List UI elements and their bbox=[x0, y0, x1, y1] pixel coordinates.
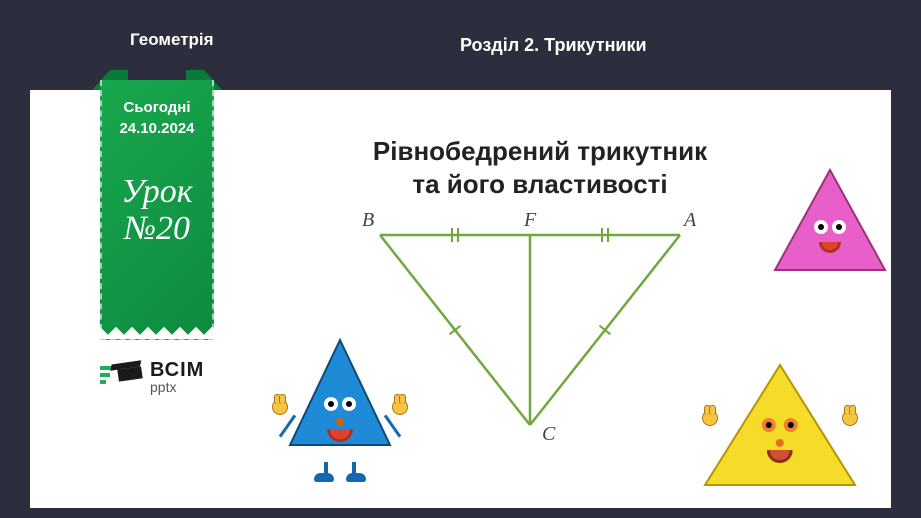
eye-icon bbox=[832, 220, 846, 234]
eye-icon bbox=[762, 418, 776, 432]
eye-icon bbox=[814, 220, 828, 234]
lesson-banner: Сьогодні 24.10.2024 Урок №20 bbox=[100, 80, 214, 340]
lesson-no: №20 bbox=[124, 210, 190, 247]
mouth-icon bbox=[819, 242, 841, 253]
logo-line2: pptx bbox=[150, 380, 204, 394]
foot-icon bbox=[346, 473, 366, 482]
date-label: 24.10.2024 bbox=[108, 120, 206, 137]
logo-text: ВСІМ pptx bbox=[150, 360, 204, 394]
hand-icon bbox=[702, 410, 718, 426]
subject-label: Геометрія bbox=[130, 30, 214, 50]
hand-icon bbox=[842, 410, 858, 426]
hand-icon bbox=[272, 399, 288, 415]
foot-icon bbox=[314, 473, 334, 482]
lesson-word: Урок bbox=[121, 173, 192, 210]
hand-icon bbox=[392, 399, 408, 415]
nose-icon bbox=[336, 418, 344, 426]
face bbox=[322, 397, 358, 442]
nose-icon bbox=[776, 439, 784, 447]
topic-line2: та його властивості bbox=[412, 169, 667, 199]
face bbox=[760, 418, 800, 463]
topic-line1: Рівнобедрений трикутник bbox=[373, 136, 707, 166]
grad-cap-icon bbox=[117, 366, 142, 381]
vertex-label-f: F bbox=[524, 209, 536, 232]
logo-icon bbox=[100, 362, 142, 392]
eye-icon bbox=[342, 397, 356, 411]
face bbox=[812, 220, 848, 253]
logo-line1: ВСІМ bbox=[150, 360, 204, 380]
mouth-icon bbox=[327, 429, 353, 442]
section-label: Розділ 2. Трикутники bbox=[460, 35, 647, 56]
vertex-label-c: C bbox=[542, 423, 555, 446]
brand-logo: ВСІМ pptx bbox=[100, 360, 204, 394]
isosceles-triangle-diagram: B F A C bbox=[360, 215, 700, 455]
eye-icon bbox=[324, 397, 338, 411]
vertex-label-b: B bbox=[362, 209, 374, 232]
blue-triangle-character bbox=[280, 335, 400, 470]
lesson-number: Урок №20 bbox=[108, 173, 206, 248]
yellow-triangle-character bbox=[700, 360, 860, 495]
diagram-svg bbox=[360, 215, 700, 455]
pink-triangle-character bbox=[770, 165, 890, 280]
today-label: Сьогодні bbox=[108, 98, 206, 118]
topic-title: Рівнобедрений трикутник та його властиво… bbox=[300, 135, 780, 200]
mouth-icon bbox=[767, 450, 793, 463]
vertex-label-a: A bbox=[684, 209, 696, 232]
eye-icon bbox=[784, 418, 798, 432]
